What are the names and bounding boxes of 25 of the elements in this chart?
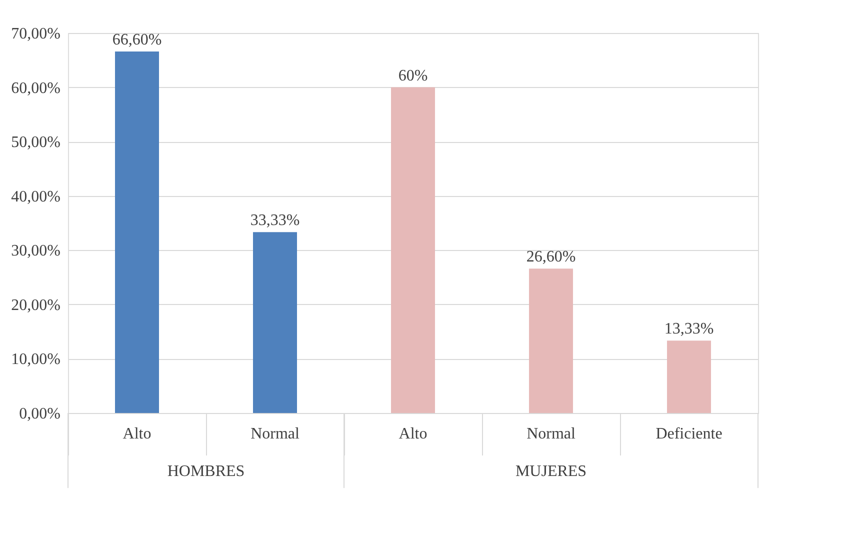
x-tick-label: Alto: [398, 426, 428, 442]
data-label: 33,33%: [250, 212, 300, 230]
y-tick-label: 50,00%: [11, 134, 60, 152]
x-tick-label: Normal: [526, 426, 576, 442]
data-label: 13,33%: [664, 320, 714, 338]
bar: [115, 51, 159, 413]
x-tick-label: Normal: [250, 426, 300, 442]
bar: [253, 232, 297, 413]
bar: [667, 340, 711, 413]
x-tick-label: Deficiente: [656, 426, 722, 442]
y-tick-label: 0,00%: [19, 406, 60, 422]
bar: [391, 87, 435, 413]
y-tick-label: 30,00%: [11, 242, 60, 260]
bar: [529, 268, 573, 413]
y-tick-label: 20,00%: [11, 296, 60, 314]
y-tick-label: 10,00%: [11, 351, 60, 368]
data-label: 26,60%: [526, 248, 576, 266]
y-tick-label: 70,00%: [11, 26, 60, 42]
y-tick-label: 60,00%: [11, 80, 60, 97]
data-label: 60%: [398, 67, 428, 84]
data-label: 66,60%: [112, 31, 162, 48]
text: HOMBRES: [167, 463, 245, 480]
x-tick-label: Alto: [122, 426, 152, 442]
y-tick-label: 40,00%: [11, 188, 60, 206]
text: MUJERES: [515, 463, 587, 480]
